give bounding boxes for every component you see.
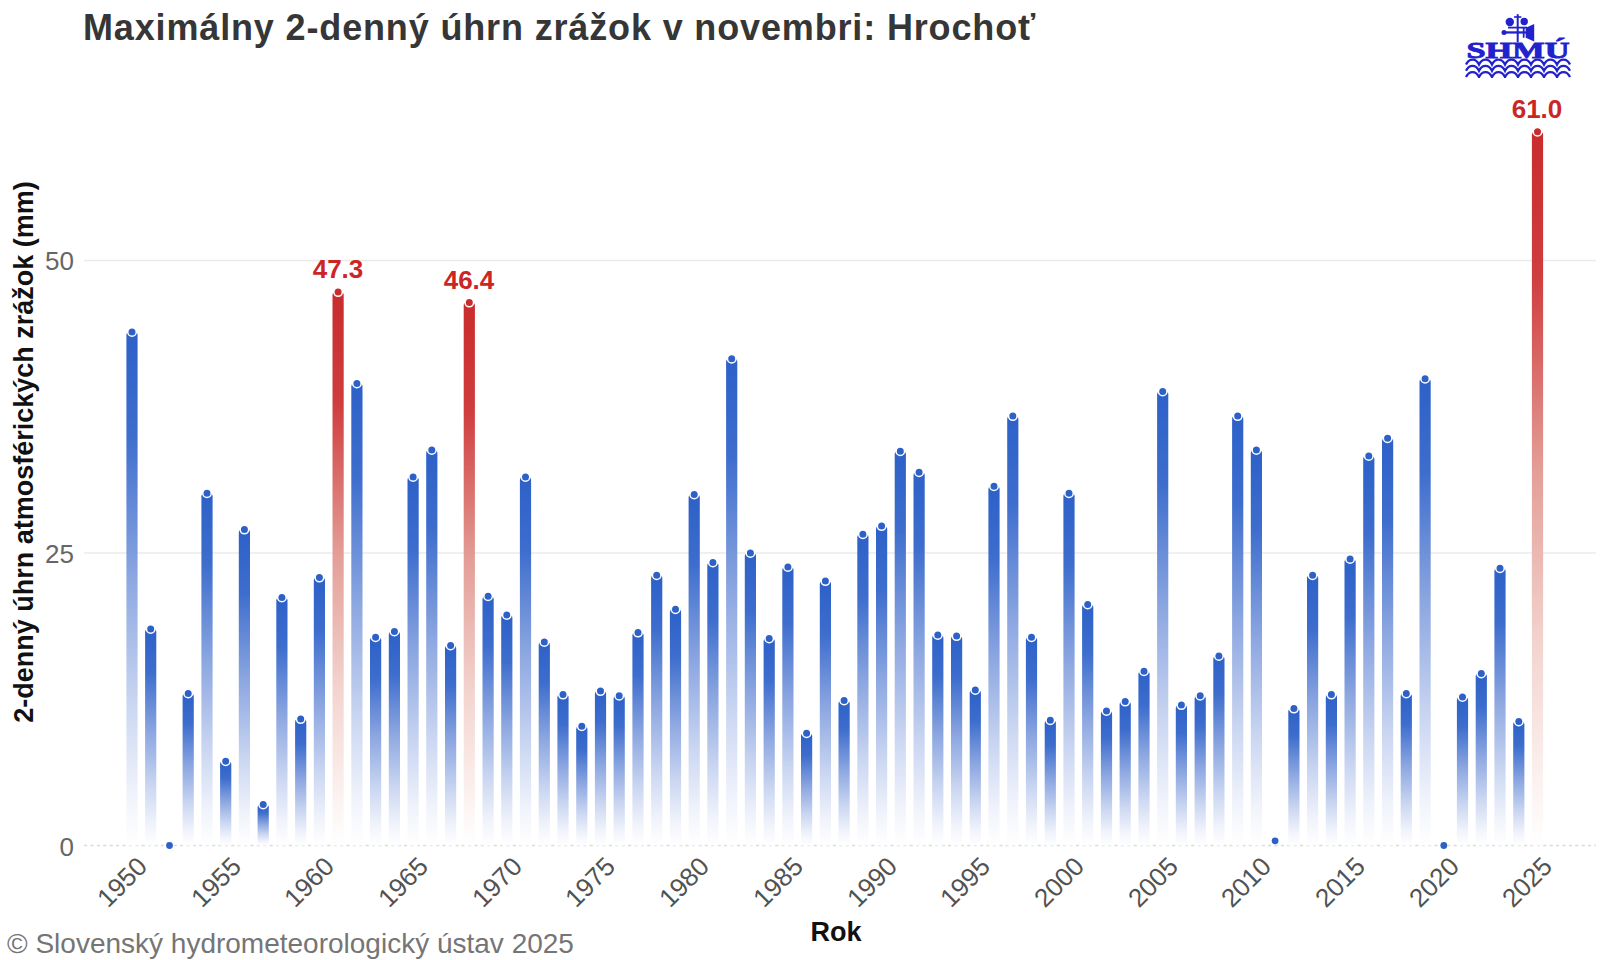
svg-text:SHMÚ: SHMÚ xyxy=(1467,37,1570,63)
